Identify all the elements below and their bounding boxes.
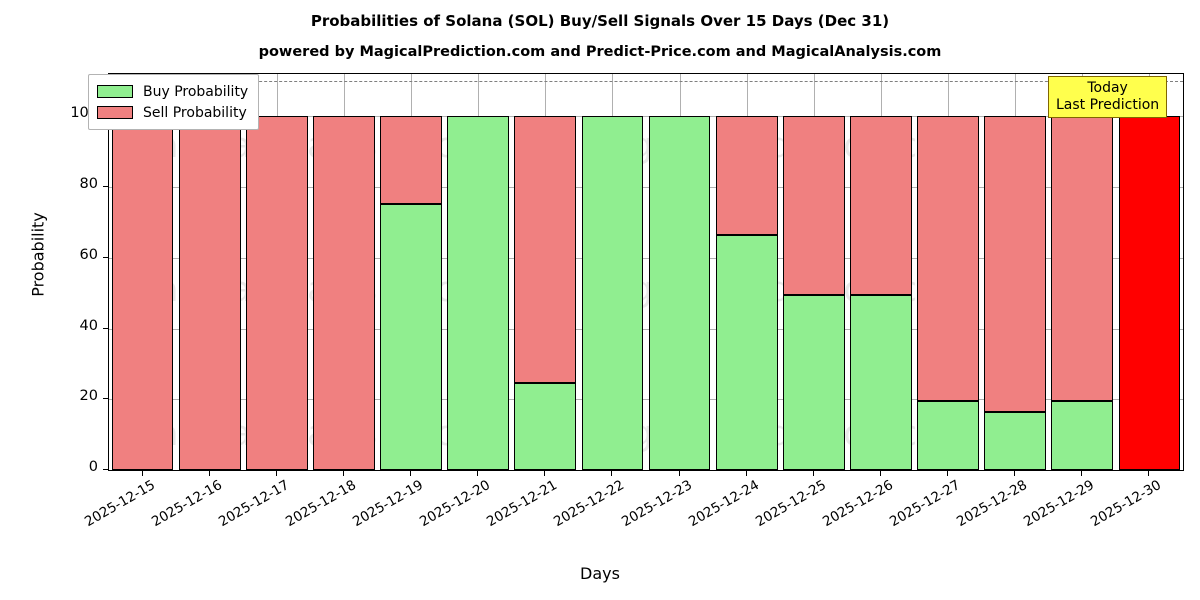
bar-segment-sell[interactable] — [111, 116, 174, 470]
bar-segment-sell[interactable] — [984, 116, 1047, 413]
bar-segment-sell[interactable] — [715, 116, 778, 236]
bar-group[interactable] — [447, 74, 510, 470]
bar-group[interactable] — [648, 74, 711, 470]
bar-group[interactable] — [178, 74, 241, 470]
bar-segment-sell[interactable] — [178, 116, 241, 470]
y-axis-tick-mark — [103, 327, 108, 329]
bar-segment-buy[interactable] — [514, 383, 577, 470]
bar-segment-sell[interactable] — [245, 116, 308, 470]
bar-group[interactable] — [245, 74, 308, 470]
gridline-horizontal — [109, 328, 1183, 330]
bar-segment-sell[interactable] — [313, 116, 375, 470]
today-annotation: Today Last Prediction — [1048, 76, 1168, 119]
chart-subtitle: powered by MagicalPrediction.com and Pre… — [258, 44, 942, 60]
x-axis-tick-mark — [544, 471, 546, 476]
legend-swatch-buy — [97, 85, 133, 98]
bar-segment-buy[interactable] — [648, 116, 711, 470]
x-axis-tick-mark — [141, 471, 143, 476]
bar-segment-sell[interactable] — [917, 116, 979, 401]
bar-group[interactable] — [984, 74, 1047, 470]
plot-area: MagicalAnalysis.comMagicalPrediction.com… — [108, 73, 1184, 471]
threshold-dashed-line — [109, 81, 1183, 83]
y-axis-tick-label: 60 — [79, 246, 98, 263]
y-axis-tick-mark — [103, 186, 108, 188]
legend-item-sell: Sell Probability — [97, 102, 248, 123]
today-annotation-line1: Today — [1087, 80, 1128, 96]
bar-group[interactable] — [313, 74, 375, 470]
x-axis-tick-mark — [342, 471, 344, 476]
y-axis-tick-mark — [103, 469, 108, 470]
gridline-horizontal — [109, 116, 1183, 118]
bar-segment-buy[interactable] — [1051, 400, 1114, 470]
bar-segment-sell[interactable] — [850, 116, 912, 295]
bar-group[interactable] — [917, 74, 979, 470]
x-axis-tick-mark — [678, 471, 680, 476]
x-axis-tick-mark — [208, 471, 210, 476]
x-axis-tick-mark — [812, 471, 814, 476]
x-axis-tick-mark — [477, 471, 479, 476]
legend-swatch-sell — [97, 106, 133, 119]
y-axis-tick-mark — [103, 256, 108, 258]
y-axis-tick-label: 0 — [88, 459, 98, 475]
y-axis-tick-mark — [103, 398, 108, 400]
bar-segment-buy[interactable] — [581, 116, 644, 470]
x-axis-tick-mark — [275, 471, 277, 476]
legend-label-buy: Buy Probability — [143, 83, 249, 100]
x-axis-tick-mark — [410, 471, 412, 476]
bar-group[interactable] — [782, 74, 845, 470]
chart-legend: Buy Probability Sell Probability — [88, 74, 260, 130]
bar-group[interactable] — [715, 74, 778, 470]
bar-segment-buy[interactable] — [984, 412, 1047, 470]
x-axis-label: Days — [580, 564, 620, 583]
legend-item-buy: Buy Probability — [97, 81, 248, 102]
bar-segment-buy[interactable] — [380, 204, 442, 470]
x-axis-tick-mark — [1081, 471, 1083, 476]
bar-segment-sell[interactable] — [380, 116, 442, 205]
bar-segment-buy[interactable] — [850, 294, 912, 470]
bar-segment-buy[interactable] — [715, 235, 778, 470]
gridline-horizontal — [109, 470, 1183, 471]
y-axis-tick-label: 40 — [79, 317, 98, 334]
bar-group[interactable] — [380, 74, 442, 470]
legend-label-sell: Sell Probability — [143, 104, 247, 121]
bar-segment-sell[interactable] — [1051, 116, 1114, 401]
x-axis-tick-mark — [611, 471, 613, 476]
today-annotation-line2: Last Prediction — [1056, 96, 1160, 113]
bar-segment-sell[interactable] — [514, 116, 577, 384]
x-axis-tick-mark — [1148, 471, 1150, 476]
bar-group[interactable] — [850, 74, 912, 470]
x-axis-tick-mark — [1014, 471, 1016, 476]
page-title: Probabilities of Solana (SOL) Buy/Sell S… — [310, 12, 890, 30]
bar-group[interactable] — [1118, 74, 1181, 470]
bar-group[interactable] — [1051, 74, 1114, 470]
bar-segment-buy[interactable] — [782, 294, 845, 470]
bar-segment-sell[interactable] — [782, 116, 845, 295]
gridline-horizontal — [109, 257, 1183, 259]
bar-group[interactable] — [111, 74, 174, 470]
x-axis-tick-mark — [879, 471, 881, 476]
gridline-horizontal — [109, 399, 1183, 401]
bar-segment-buy[interactable] — [447, 116, 510, 470]
bar-segment-buy[interactable] — [917, 400, 979, 470]
y-axis-tick-label: 20 — [79, 388, 98, 405]
bar-segment-sell[interactable] — [1118, 116, 1181, 470]
bar-group[interactable] — [514, 74, 577, 470]
gridline-horizontal — [109, 187, 1183, 189]
x-axis-tick-mark — [947, 471, 949, 476]
bar-group[interactable] — [581, 74, 644, 470]
y-axis-tick-label: 80 — [79, 176, 98, 193]
x-axis-tick-mark — [745, 471, 747, 476]
